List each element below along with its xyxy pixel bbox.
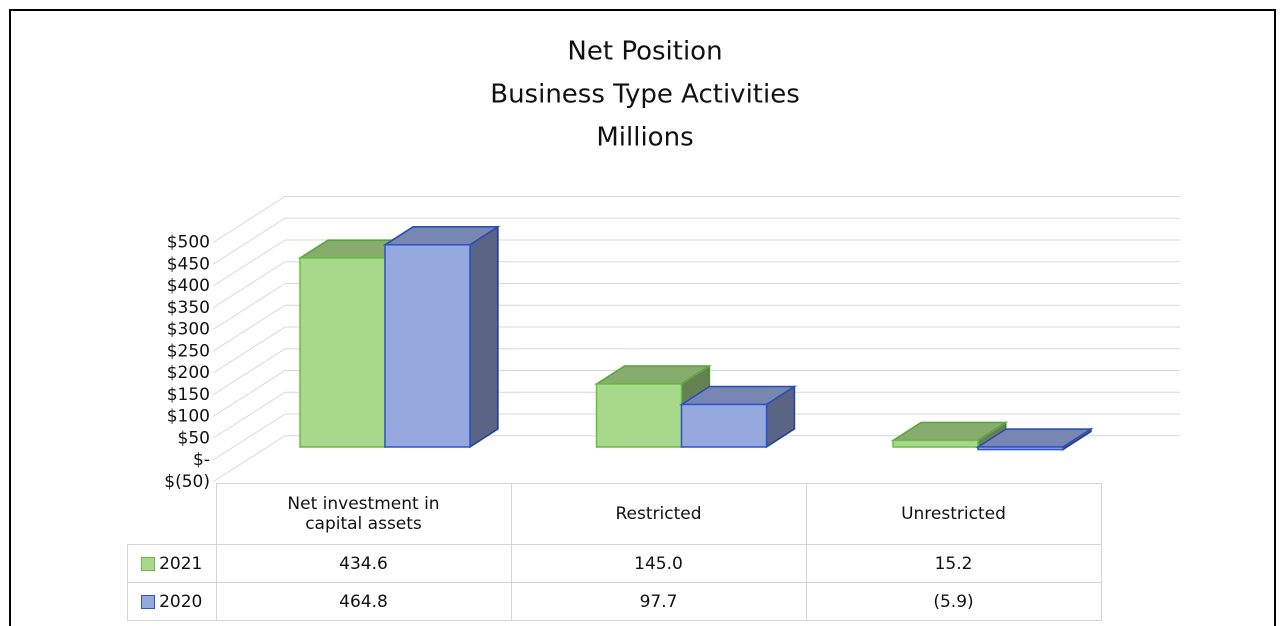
table-value: 145.0 [510, 544, 807, 583]
table-value: 464.8 [215, 582, 512, 621]
legend-label: 2020 [159, 591, 203, 612]
grid-line [212, 348, 286, 396]
category-label: Restricted [510, 483, 807, 545]
y-tick-label: $350 [167, 298, 210, 318]
table-header-row: Net investment in capital assets Restrict… [127, 483, 1102, 545]
table-value: 97.7 [510, 582, 807, 621]
bar-side-shade [470, 226, 498, 447]
data-table: Net investment in capital assets Restrict… [127, 483, 1102, 621]
legend-key [141, 594, 156, 609]
legend-cell: 2021 [127, 544, 217, 583]
grid-line [212, 304, 286, 352]
bar-top-shade [596, 365, 710, 384]
y-tick-label: $- [193, 450, 210, 470]
bar-top-shade [385, 226, 498, 245]
bar [892, 439, 979, 448]
grid-line [212, 261, 286, 309]
legend-label: 2021 [159, 553, 203, 574]
y-tick-label: $50 [178, 428, 210, 448]
table-value: 434.6 [215, 544, 512, 583]
table-value: 15.2 [805, 544, 1102, 583]
legend-key [141, 556, 156, 571]
chart-title: Net Position [567, 37, 722, 67]
table-row: 2020 464.8 97.7 (5.9) [127, 582, 1102, 621]
chart-title: Millions [596, 123, 693, 153]
table-value: (5.9) [805, 582, 1102, 621]
grid-line [212, 326, 286, 374]
table-corner [127, 483, 217, 545]
y-tick-label: $200 [167, 363, 210, 383]
bar-side-shade [978, 422, 1006, 447]
bar [595, 383, 683, 448]
chart-title: Business Type Activities [490, 80, 800, 110]
grid-line [212, 239, 286, 287]
frame [9, 9, 1276, 626]
grid-line [212, 391, 286, 439]
grid-line [212, 370, 286, 417]
table-row: 2021 434.6 145.0 15.2 [127, 544, 1102, 583]
bar [384, 244, 471, 448]
bar-top-shade [978, 429, 1091, 447]
y-tick-label: $250 [167, 341, 210, 361]
bar-top-shade [893, 422, 1006, 441]
grid-line [212, 217, 286, 265]
grid-line [212, 283, 286, 330]
y-tick-label: $400 [167, 276, 210, 296]
y-tick-label: $100 [167, 407, 210, 427]
y-tick-label: $150 [167, 385, 210, 405]
category-label: Unrestricted [805, 483, 1102, 545]
bar-top-shade [681, 386, 795, 405]
bar [299, 257, 386, 448]
y-tick-label: $450 [167, 254, 210, 274]
grid-line [212, 413, 286, 461]
grid-line [212, 435, 286, 483]
y-tick-label: $300 [167, 320, 210, 340]
grid-line [212, 196, 286, 243]
category-label: Net investment in capital assets [215, 483, 512, 545]
bar [680, 403, 768, 448]
bar [977, 446, 1064, 451]
legend-cell: 2020 [127, 582, 217, 621]
bar-side-shade [766, 386, 795, 447]
y-tick-label: $500 [167, 233, 210, 253]
